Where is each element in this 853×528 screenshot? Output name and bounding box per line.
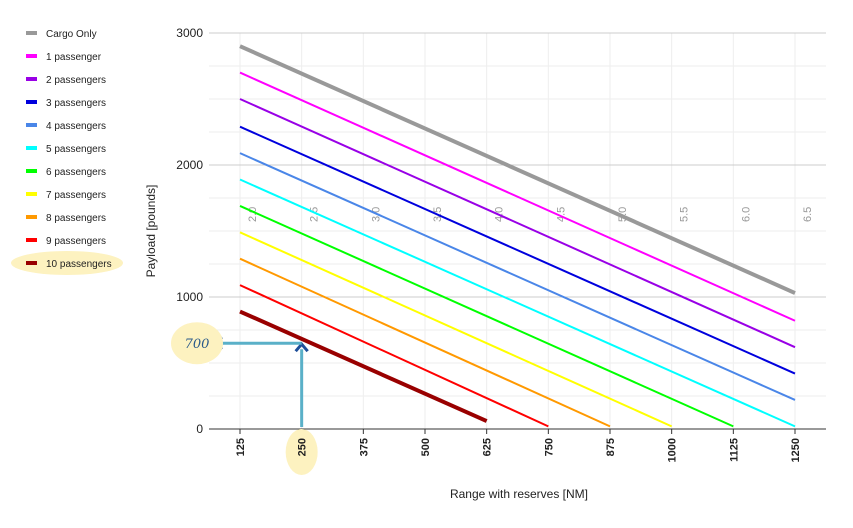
legend-swatch — [26, 192, 37, 196]
series-line — [239, 44, 796, 295]
legend-label: 10 passengers — [46, 259, 112, 270]
legend-swatch — [26, 146, 37, 150]
legend-swatch — [26, 31, 37, 35]
legend-label: 3 passengers — [46, 98, 106, 109]
series-line — [239, 231, 673, 428]
x-tick-label: 375 — [358, 438, 370, 456]
legend-swatch — [26, 100, 37, 104]
hour-mark-label: 6.0 — [740, 207, 752, 222]
x-tick-label: 1250 — [790, 438, 802, 462]
y-tick-label: 3000 — [176, 26, 203, 40]
series-line — [239, 257, 611, 428]
legend-label: 5 passengers — [46, 144, 106, 155]
legend-label: 9 passengers — [46, 236, 106, 247]
legend-label: 7 passengers — [46, 190, 106, 201]
legend-label: 8 passengers — [46, 213, 106, 224]
x-tick-label: 1000 — [667, 438, 679, 462]
legend-label: 2 passengers — [46, 75, 106, 86]
x-tick-highlight — [285, 429, 318, 475]
hour-mark-label: 5.5 — [679, 207, 691, 222]
x-tick-label: 875 — [605, 438, 617, 456]
legend-swatch — [26, 77, 37, 81]
series-line — [239, 71, 796, 322]
y-tick-label: 0 — [196, 422, 203, 436]
y-axis-title: Payload [pounds] — [144, 185, 158, 278]
x-tick-label: 1125 — [728, 438, 740, 462]
legend-swatch — [26, 238, 37, 242]
x-axis-title: Range with reserves [NM] — [450, 487, 588, 501]
x-tick-label: 500 — [420, 438, 432, 456]
legend-swatch — [26, 261, 37, 265]
legend-label: Cargo Only — [46, 29, 97, 40]
legend-highlight — [11, 251, 123, 275]
annotation-value: 700 — [185, 337, 210, 352]
x-tick-label: 625 — [482, 438, 494, 456]
y-tick-label: 2000 — [176, 158, 203, 172]
hour-mark-label: 6.5 — [802, 207, 814, 222]
legend-label: 1 passenger — [46, 52, 102, 63]
x-tick-label: 125 — [235, 438, 247, 456]
series-line — [239, 125, 796, 375]
x-tick-label: 250 — [297, 438, 309, 456]
series-line — [239, 152, 796, 401]
legend-label: 6 passengers — [46, 167, 106, 178]
legend-label: 4 passengers — [46, 121, 106, 132]
series-line — [239, 284, 549, 428]
legend-swatch — [26, 169, 37, 173]
annotation-bubble — [171, 322, 223, 365]
legend-swatch — [26, 123, 37, 127]
y-tick-label: 1000 — [176, 290, 203, 304]
series-line — [239, 178, 796, 428]
x-tick-label: 750 — [543, 438, 555, 456]
series-line — [239, 98, 796, 349]
legend-swatch — [26, 215, 37, 219]
series-line — [239, 205, 734, 428]
series-line — [239, 309, 488, 423]
legend-swatch — [26, 54, 37, 58]
